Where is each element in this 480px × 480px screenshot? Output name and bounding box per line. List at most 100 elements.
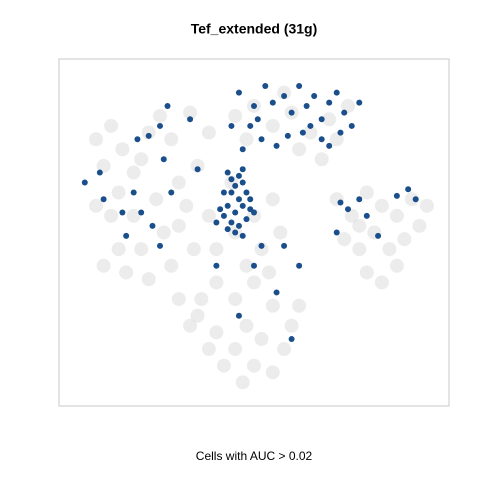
highlighted-cell <box>243 189 250 196</box>
highlighted-cell <box>228 189 235 196</box>
background-cell <box>104 118 119 133</box>
background-cell <box>419 198 434 213</box>
background-cell <box>344 208 359 223</box>
highlighted-cell <box>281 92 288 99</box>
background-cell <box>96 258 111 273</box>
highlighted-cell <box>405 186 412 193</box>
highlighted-cell <box>273 289 280 296</box>
highlighted-cell <box>247 122 254 129</box>
highlighted-cell <box>213 219 220 226</box>
background-cell <box>389 208 404 223</box>
background-cell <box>179 198 194 213</box>
highlighted-cell <box>157 122 163 129</box>
background-cell <box>228 108 243 123</box>
background-cell <box>314 152 329 167</box>
highlighted-cell <box>284 132 291 139</box>
background-cell <box>254 332 269 347</box>
highlighted-cell <box>224 202 231 209</box>
plot-frame <box>58 58 450 407</box>
background-cell <box>89 198 104 213</box>
highlighted-cell <box>228 219 235 226</box>
background-cell <box>265 365 280 380</box>
highlighted-cell <box>254 116 261 123</box>
x-axis-label: Cells with AUC > 0.02 <box>196 449 313 463</box>
background-cell <box>337 232 352 247</box>
background-cell <box>397 232 412 247</box>
highlighted-cell <box>326 99 333 106</box>
background-cell <box>239 258 254 273</box>
chart-title: Tef_extended (31g) <box>191 21 318 37</box>
background-cell <box>374 198 389 213</box>
background-cell <box>171 292 186 307</box>
highlighted-cell <box>213 262 220 269</box>
background-cell <box>292 142 307 157</box>
highlighted-cell <box>149 222 156 229</box>
background-cell <box>164 132 179 147</box>
background-cell <box>119 265 134 280</box>
background-cell <box>352 242 367 257</box>
highlighted-cell <box>220 189 227 196</box>
highlighted-cell <box>123 232 130 239</box>
highlighted-cell <box>303 102 310 109</box>
highlighted-cell <box>119 209 126 216</box>
background-cell <box>235 375 250 390</box>
background-cell <box>352 218 367 233</box>
background-cell <box>171 218 186 233</box>
highlighted-cell <box>258 242 265 249</box>
background-cell <box>341 98 355 113</box>
highlighted-cell <box>228 176 235 183</box>
highlighted-cell <box>81 179 88 186</box>
background-cell <box>209 242 224 257</box>
background-cell <box>96 158 111 173</box>
background-cell <box>190 158 205 173</box>
highlighted-cell <box>318 136 325 143</box>
highlighted-cell <box>168 189 175 196</box>
highlighted-cell <box>239 232 246 239</box>
highlighted-cell <box>232 229 239 236</box>
background-cell <box>194 292 209 307</box>
highlighted-cell <box>251 102 257 109</box>
highlighted-cell <box>296 262 303 269</box>
highlighted-cell <box>239 146 246 153</box>
highlighted-cell <box>232 182 239 189</box>
highlighted-cell <box>224 169 231 176</box>
highlighted-cell <box>239 179 246 186</box>
background-cell <box>164 258 179 273</box>
background-cell <box>156 225 171 240</box>
background-cell <box>412 218 427 233</box>
background-cell <box>153 108 167 123</box>
highlighted-cell <box>145 132 152 139</box>
highlighted-cell <box>288 109 295 116</box>
highlighted-cell <box>348 122 355 129</box>
background-cell <box>209 275 224 290</box>
background-cell <box>186 242 201 257</box>
background-cell <box>171 175 186 190</box>
highlighted-cell <box>220 212 227 219</box>
background-cell <box>239 132 254 147</box>
highlighted-cell <box>235 89 242 96</box>
background-cell <box>277 342 292 357</box>
highlighted-cell <box>311 92 318 99</box>
background-cell <box>216 358 231 373</box>
highlighted-cell <box>375 232 382 239</box>
highlighted-cell <box>194 166 201 173</box>
highlighted-cell <box>134 136 141 143</box>
background-cell <box>201 125 216 140</box>
highlighted-cell <box>326 142 333 149</box>
highlighted-cell <box>363 212 370 219</box>
highlighted-cell <box>288 336 295 343</box>
background-cell <box>111 242 126 257</box>
background-cell <box>190 308 205 323</box>
highlighted-cell <box>138 209 145 216</box>
background-cell <box>104 208 119 223</box>
background-cell <box>265 118 280 133</box>
background-cell <box>149 192 164 207</box>
highlighted-cell <box>412 196 419 203</box>
highlighted-cell <box>273 142 280 149</box>
highlighted-cell <box>228 122 235 129</box>
background-cell <box>359 185 374 200</box>
highlighted-cell <box>251 209 257 216</box>
highlighted-cell <box>262 82 269 89</box>
background-cell <box>247 208 261 223</box>
